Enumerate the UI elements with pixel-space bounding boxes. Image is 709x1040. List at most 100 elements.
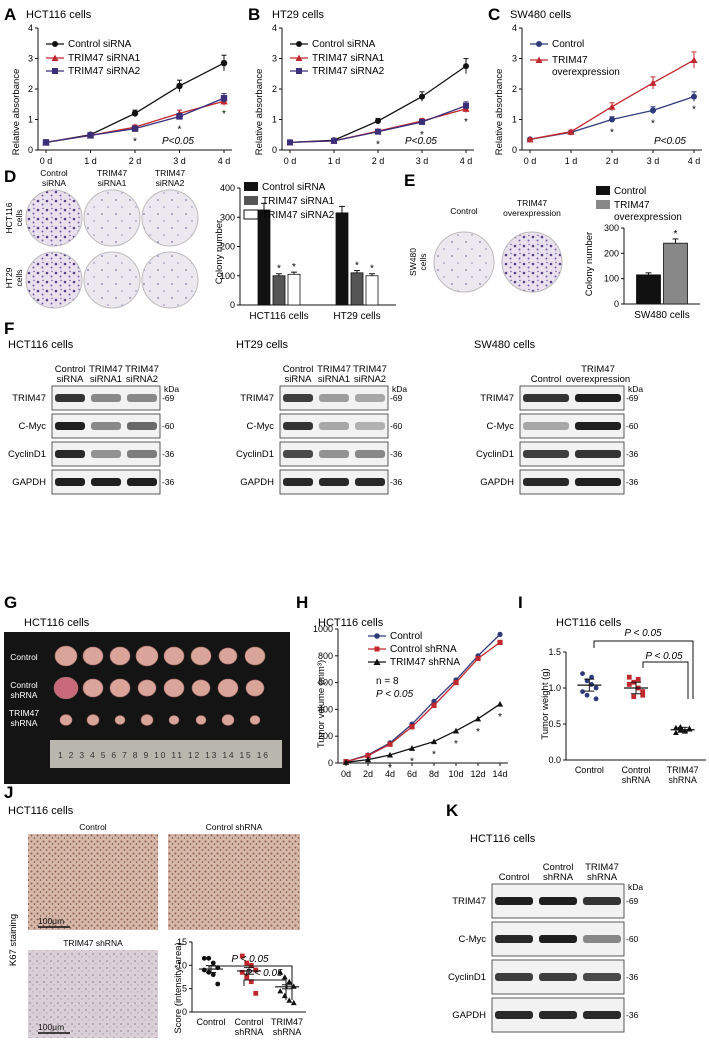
panel-e-row-line2: cells — [418, 253, 428, 270]
panel-c-pvalue: P<0.05 — [654, 136, 686, 147]
tumor — [53, 676, 79, 700]
x-tick-label: 3 d — [647, 156, 660, 166]
panel-a-legend-1: Control siRNA — [68, 39, 132, 50]
blot-marker: -36 — [162, 477, 175, 487]
blot-marker: -60 — [626, 934, 639, 944]
panel-j-p2: P < 0.05 — [245, 968, 283, 979]
panel-g-row-1: Control — [10, 652, 38, 662]
panel-c-legend: Control TRIM47 overexpression — [530, 39, 620, 78]
data-point — [244, 960, 250, 966]
significance-star: * — [376, 140, 380, 151]
blot-band — [539, 897, 577, 905]
panel-d-col-2-line1: TRIM47 — [97, 168, 128, 178]
data-point — [42, 139, 50, 146]
tumor — [244, 646, 266, 666]
blot-row-label: TRIM47 — [480, 393, 514, 404]
panel-d-plates: Control siRNA TRIM47 siRNA1 TRIM47 siRNA… — [4, 168, 199, 309]
panel-letter-g: G — [4, 593, 17, 612]
blot-lane-label: siRNA1 — [318, 374, 350, 385]
x-tick-label: TRIM47 — [271, 1017, 303, 1027]
blot-band — [523, 422, 569, 430]
blot-lane-label: TRIM47 — [585, 862, 619, 873]
y-tick-label: 3 — [28, 54, 33, 64]
panel-e-row-line1: SW480 — [408, 248, 418, 276]
blot-lane-label: overexpression — [566, 374, 630, 385]
blot-row-label: TRIM47 — [452, 896, 486, 907]
x-tick-label: 6d — [407, 769, 417, 779]
blot-band — [283, 450, 313, 458]
blot-band — [127, 478, 157, 486]
series-line-2 — [345, 641, 501, 763]
y-tick-label: 200 — [220, 242, 235, 252]
data-point — [239, 969, 245, 975]
x-tick-label: 4 d — [460, 156, 473, 166]
panel-d-col-1-line2: siRNA — [42, 178, 66, 188]
data-point — [497, 631, 503, 637]
y-tick-label: 400 — [220, 183, 235, 193]
blot-row-label: CyclinD1 — [476, 449, 514, 460]
data-point — [408, 745, 416, 751]
panel-b-legend-2: TRIM47 siRNA1 — [312, 53, 385, 64]
panel-g-photo: Control Control shRNA TRIM47 shRNA 1 2 3… — [4, 632, 290, 784]
data-point — [589, 674, 594, 680]
blot-band — [55, 422, 85, 430]
blot-band — [575, 478, 621, 486]
y-tick-label: 0 — [182, 1007, 187, 1017]
data-point — [201, 967, 207, 973]
blot-band — [495, 973, 533, 981]
data-point — [631, 694, 637, 700]
blot-band — [539, 973, 577, 981]
x-tick-label: 3 d — [173, 156, 186, 166]
plate-hct116-control — [25, 189, 83, 247]
bar — [663, 242, 688, 305]
data-point — [463, 63, 469, 70]
data-point — [593, 696, 599, 702]
tumor — [195, 715, 207, 725]
panel-e-legend: Control TRIM47 overexpression — [596, 186, 682, 223]
blot-row-label: C-Myc — [247, 421, 275, 432]
panel-d-legend-1: Control siRNA — [262, 182, 326, 193]
panel-h-chart: 0 200 400 600 800 1000 0d 2d 4d 6d 8d 10d 12d 14d * * * *… — [313, 624, 508, 779]
data-point — [673, 724, 679, 730]
blot-lane-label: Control — [499, 872, 530, 883]
ihc-control — [28, 834, 158, 930]
significance-star: * — [133, 137, 137, 148]
y-tick-label: 200 — [604, 248, 619, 258]
blot-lane-label: Control — [283, 364, 314, 375]
tumor — [163, 646, 185, 666]
panel-a-ylabel: Relative absorbance — [11, 69, 22, 156]
blot-band — [583, 897, 621, 905]
y-tick-label: 300 — [220, 212, 235, 222]
panel-letter-e: E — [404, 171, 415, 190]
panel-h-legend-2: Control shRNA — [390, 644, 457, 655]
y-tick-label: 1 — [28, 115, 33, 125]
y-tick-label: 1 — [512, 115, 517, 125]
panel-i-p1: P < 0.05 — [624, 628, 662, 639]
data-point — [526, 135, 534, 143]
x-tick-label: 14d — [492, 769, 507, 779]
data-point — [649, 79, 657, 86]
data-point — [277, 969, 284, 975]
x-tick-label: 0 d — [40, 156, 53, 166]
tumor — [109, 678, 131, 698]
data-point — [287, 139, 293, 146]
data-point — [677, 723, 684, 730]
blot-band — [539, 1011, 577, 1019]
tumor — [109, 646, 131, 666]
blot-title: SW480 cells — [474, 339, 536, 351]
y-tick-label: 300 — [604, 223, 619, 233]
blot-marker: -60 — [162, 421, 175, 431]
panel-d-col-1-line1: Control — [40, 168, 68, 178]
blot-lane-label: TRIM47 — [317, 364, 351, 375]
data-point — [248, 979, 254, 985]
blot-band — [495, 897, 533, 905]
significance-star: * — [178, 124, 182, 135]
data-point — [589, 682, 594, 687]
tumor — [82, 646, 104, 666]
blot-marker: -36 — [626, 1010, 639, 1020]
blot-marker: -69 — [162, 393, 175, 403]
y-tick-label: 1 — [272, 115, 277, 125]
blot-band — [575, 422, 621, 430]
panel-b-legend-1: Control siRNA — [312, 39, 376, 50]
panel-b-title: HT29 cells — [272, 9, 324, 21]
